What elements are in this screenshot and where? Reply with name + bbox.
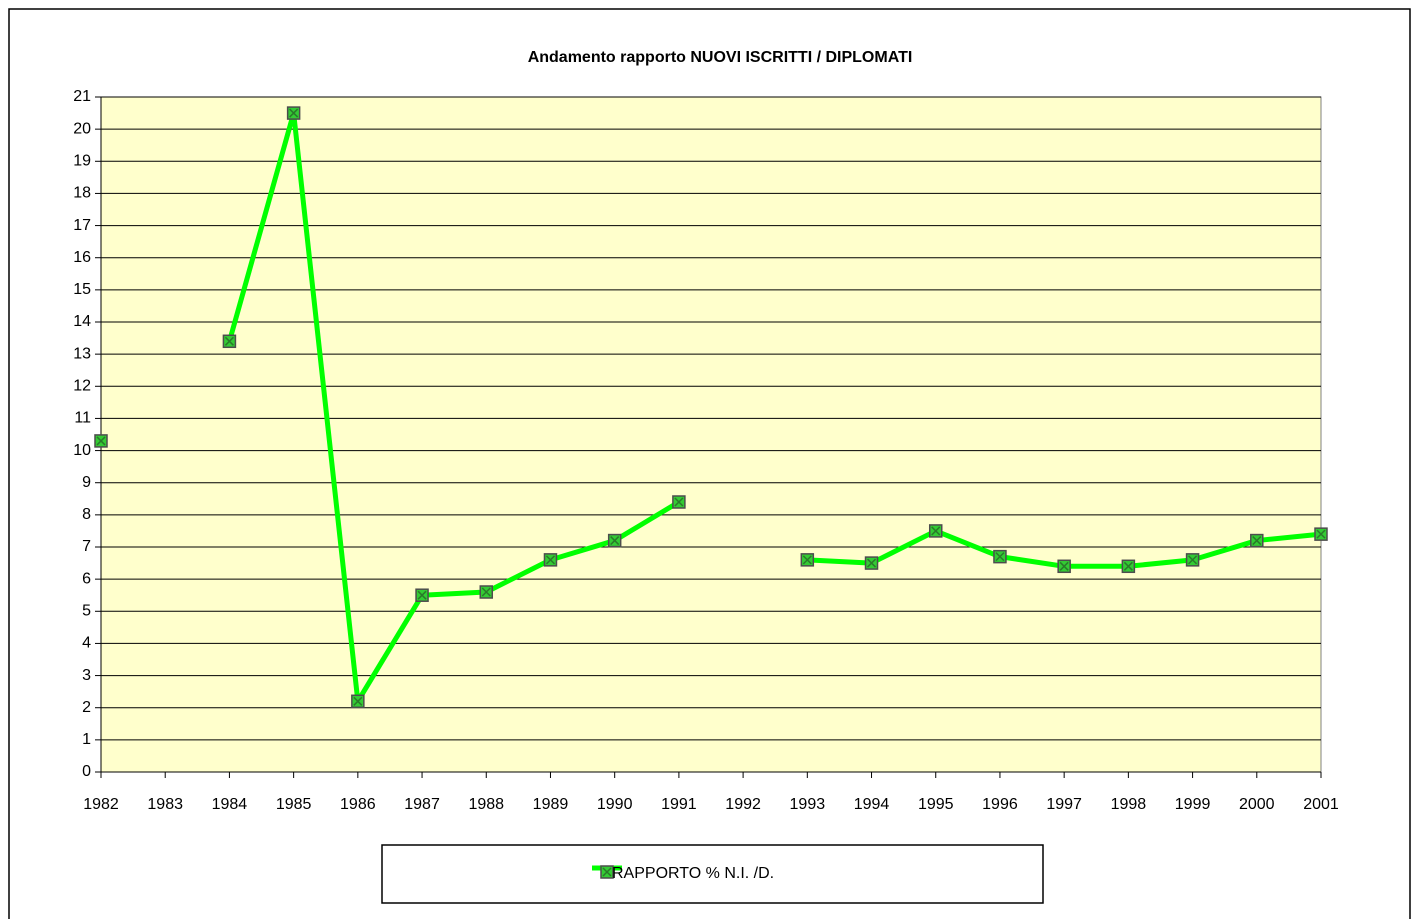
y-tick-label: 16 <box>73 249 91 266</box>
x-tick-label: 1983 <box>147 796 183 813</box>
data-point <box>94 434 108 448</box>
marker-cross <box>995 552 1005 562</box>
x-tick-label: 1988 <box>468 796 504 813</box>
x-tick-label: 1987 <box>404 796 440 813</box>
x-tick-label: 1997 <box>1046 796 1082 813</box>
x-tick-label: 1996 <box>982 796 1018 813</box>
x-tick-label: 1990 <box>597 796 633 813</box>
y-tick-label: 4 <box>82 635 91 652</box>
data-point <box>800 553 815 567</box>
data-point <box>607 533 622 548</box>
x-tick-label: 2000 <box>1239 796 1275 813</box>
marker-cross <box>602 867 612 877</box>
marker-cross <box>545 555 556 565</box>
data-point <box>1121 559 1136 574</box>
marker-cross <box>417 590 427 600</box>
marker-cross <box>1059 561 1069 571</box>
y-tick-label: 6 <box>82 570 91 587</box>
x-tick-label: 1999 <box>1175 796 1211 813</box>
y-tick-label: 13 <box>73 345 91 362</box>
data-point <box>415 588 429 602</box>
marker-cross <box>674 497 684 507</box>
y-tick-label: 2 <box>82 699 91 716</box>
marker-cross <box>96 436 106 446</box>
data-point <box>1314 527 1328 541</box>
legend-marker <box>600 865 614 879</box>
y-tick-label: 20 <box>73 120 91 137</box>
data-point <box>543 553 558 567</box>
data-point <box>222 334 237 349</box>
marker-cross <box>1188 555 1198 565</box>
marker-cross <box>610 536 620 546</box>
marker-cross <box>931 526 941 536</box>
y-tick-label: 11 <box>74 410 91 427</box>
x-tick-label: 1995 <box>918 796 954 813</box>
data-point <box>864 556 879 570</box>
y-tick-label: 15 <box>73 281 91 298</box>
data-point <box>1250 533 1264 548</box>
y-tick-label: 18 <box>73 185 91 202</box>
x-tick-label: 1989 <box>533 796 569 813</box>
x-tick-label: 1993 <box>790 796 826 813</box>
y-tick-label: 10 <box>73 442 91 459</box>
x-tick-label: 1986 <box>340 796 376 813</box>
x-tick-label: 2001 <box>1303 796 1339 813</box>
y-tick-label: 19 <box>73 153 91 170</box>
marker-cross <box>1316 529 1326 539</box>
chart-title: Andamento rapporto NUOVI ISCRITTI / DIPL… <box>528 49 913 66</box>
marker-cross <box>802 555 812 565</box>
x-tick-label: 1985 <box>276 796 312 813</box>
data-point <box>928 524 943 538</box>
data-point <box>286 106 301 120</box>
data-point <box>479 585 494 599</box>
y-tick-label: 14 <box>73 313 91 330</box>
legend-box <box>381 844 1044 904</box>
marker-cross <box>224 336 234 346</box>
y-tick-label: 12 <box>73 378 91 395</box>
marker-cross <box>866 558 877 568</box>
x-tick-label: 1998 <box>1111 796 1147 813</box>
data-point <box>672 495 686 509</box>
data-point <box>1057 559 1071 574</box>
marker-cross <box>289 108 299 118</box>
x-tick-label: 1992 <box>725 796 761 813</box>
y-tick-label: 17 <box>73 217 91 234</box>
marker-cross <box>353 696 363 706</box>
legend-label: RAPPORTO % N.I. /D. <box>612 865 774 882</box>
y-tick-label: 21 <box>73 88 91 105</box>
marker-cross <box>1123 561 1133 571</box>
plot-area <box>100 96 1322 773</box>
marker-cross <box>481 587 491 597</box>
y-tick-label: 8 <box>82 506 91 523</box>
x-tick-label: 1991 <box>661 796 697 813</box>
y-tick-label: 7 <box>82 538 91 555</box>
x-tick-label: 1984 <box>212 796 248 813</box>
x-tick-label: 1994 <box>854 796 890 813</box>
y-tick-label: 0 <box>82 763 91 780</box>
x-tick-label: 1982 <box>83 796 119 813</box>
data-point <box>351 694 365 709</box>
marker-cross <box>1252 536 1262 546</box>
data-point <box>993 549 1007 564</box>
y-tick-label: 5 <box>82 603 91 620</box>
y-tick-label: 9 <box>82 474 91 491</box>
data-point <box>1185 553 1200 567</box>
y-tick-label: 3 <box>82 667 91 684</box>
y-tick-label: 1 <box>82 731 91 748</box>
